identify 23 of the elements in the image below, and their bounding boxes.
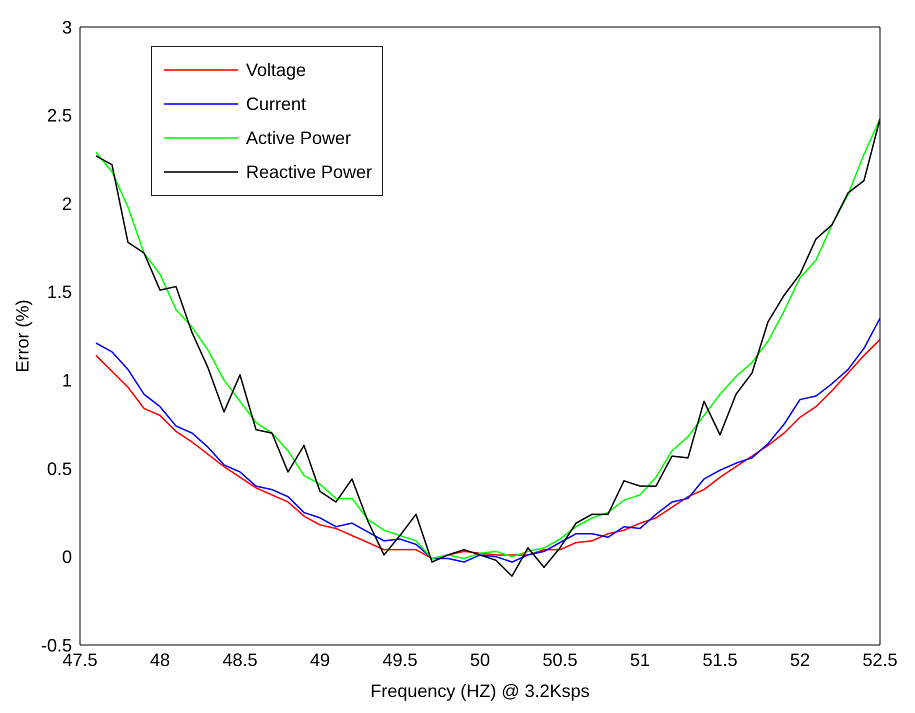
y-axis-title: Error (%) [12,300,32,372]
x-tick-label: 49.5 [382,650,418,670]
x-tick-label: 51.5 [702,650,738,670]
y-tick-label: 2.5 [46,106,72,126]
x-tick-label: 49 [310,650,330,670]
legend-label: Active Power [246,127,352,150]
x-tick-label: 51 [630,650,650,670]
y-tick-label: 1.5 [46,282,72,302]
y-tick-label: 0.5 [46,458,72,479]
y-tick-label: 0 [62,547,72,568]
y-tick-label: 1 [62,370,72,391]
x-tick-label: 48 [150,650,170,670]
x-tick-label: 52 [790,650,810,670]
x-axis-title: Frequency (HZ) @ 3.2Ksps [370,681,590,701]
x-tick-label: 48.5 [222,650,258,670]
y-tick-label: 2 [62,194,72,214]
x-tick-label: 52.5 [862,650,898,670]
x-tick-label: 50 [470,650,490,670]
legend-label: Voltage [246,59,306,82]
y-tick-label: 3 [62,17,72,38]
legend-label: Current [246,93,306,116]
x-tick-label: 50.5 [542,650,578,670]
legend-label: Reactive Power [246,161,372,184]
